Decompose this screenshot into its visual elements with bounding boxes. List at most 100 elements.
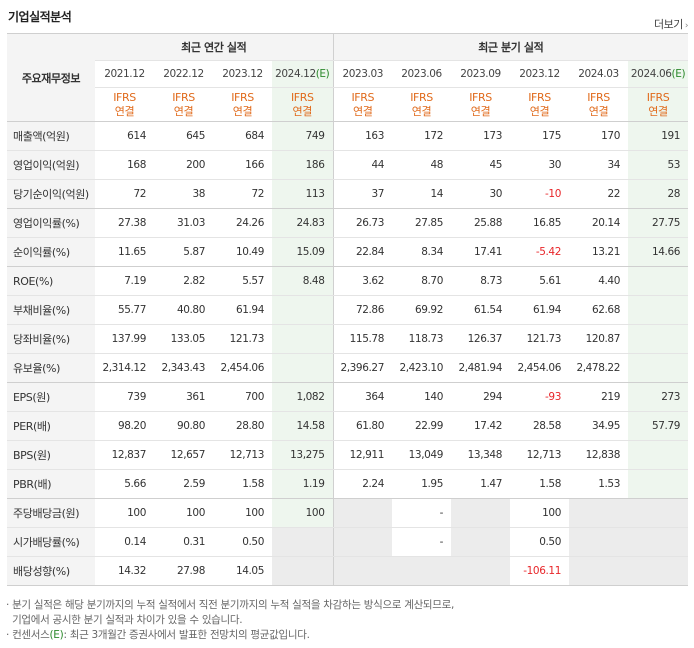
table-cell: 173 [451,121,510,151]
chevron-right-icon: › [684,21,689,31]
table-cell [272,295,333,325]
table-cell: 1.58 [213,469,272,499]
period-label: 2024.12 [275,68,316,80]
table-cell: 22.84 [332,237,392,267]
ifrs-badge: IFRS 연결 [272,87,333,122]
table-cell: 24.83 [272,208,333,238]
table-cell: 10.49 [213,237,272,267]
table-cell: 8.70 [392,266,451,296]
period-header: 2022.12 [154,60,213,88]
table-cell: 614 [95,121,154,151]
ifrs-label: IFRS [351,90,375,104]
ifrs-badge: IFRS 연결 [332,87,392,122]
table-cell: 200 [154,150,213,180]
table-cell: 14.66 [628,237,689,267]
table-cell [332,527,392,557]
table-cell: 2,343.43 [154,353,213,383]
period-header: 2023.12 [213,60,272,88]
table-cell: 2.82 [154,266,213,296]
table-cell: 13,049 [392,440,451,470]
row-label: 당좌비율(%) [7,324,95,354]
period-header: 2023.12 [510,60,569,88]
table-cell [569,527,628,557]
table-cell: -5.42 [510,237,569,267]
table-cell: 5.87 [154,237,213,267]
table-cell: 12,713 [510,440,569,470]
table-cell [451,498,510,528]
section-header: 기업실적분석 더보기 › [8,8,689,32]
table-cell [628,469,689,499]
row-label: 시가배당률(%) [7,527,95,557]
table-cell: 45 [451,150,510,180]
table-cell: 31.03 [154,208,213,238]
table-cell: 5.66 [95,469,154,499]
table-row: ROE(%) 7.19 2.82 5.57 8.48 3.62 8.70 8.73 5.61 4.… [7,266,689,296]
table-cell: 100 [272,498,333,528]
row-label: ROE(%) [7,266,95,296]
table-row: PER(배) 98.20 90.80 28.80 14.58 61.80 22.99 17.4… [7,411,689,441]
table-cell: 30 [451,179,510,209]
table-cell: 28.58 [510,411,569,441]
table-cell: 7.19 [95,266,154,296]
table-cell: 8.48 [272,266,333,296]
table-cell [272,556,333,586]
table-cell: 2,478.22 [569,353,628,383]
consolidated-label: 연결 [648,104,668,118]
table-cell: 2,423.10 [392,353,451,383]
table-cell: 0.31 [154,527,213,557]
table-cell: 1.95 [392,469,451,499]
table-cell: 739 [95,382,154,412]
table-cell: 62.68 [569,295,628,325]
table-cell: 100 [154,498,213,528]
table-cell: 645 [154,121,213,151]
ifrs-label: IFRS [646,90,670,104]
period-header: 2023.09 [451,60,510,88]
table-cell: 12,713 [213,440,272,470]
section-title: 기업실적분석 [8,10,72,24]
table-cell: 137.99 [95,324,154,354]
table-cell [451,527,510,557]
table-row: 주당배당금(원) 100 100 100 100-100 [7,498,689,528]
table-cell: 361 [154,382,213,412]
table-cell: 61.94 [510,295,569,325]
table-row: 배당성향(%) 14.32 27.98 14.05 -106.11 [7,556,689,586]
consolidated-label: 연결 [470,104,491,118]
footnote-2: · 컨센서스(E): 최근 3개월간 증권사에서 발표한 전망치의 평균값입니다… [6,628,454,643]
table-cell: 11.65 [95,237,154,267]
ifrs-badge: IFRS 연결 [569,87,628,122]
table-cell: 120.87 [569,324,628,354]
table-cell: 12,657 [154,440,213,470]
row-label: 주당배당금(원) [7,498,95,528]
table-cell [628,527,689,557]
row-label: 매출액(억원) [7,121,95,151]
consolidated-label: 연결 [411,104,432,118]
table-cell: 8.34 [392,237,451,267]
table-cell: 219 [569,382,628,412]
table-cell [628,295,689,325]
table-cell: 100 [95,498,154,528]
table-cell: 22 [569,179,628,209]
table-cell: 20.14 [569,208,628,238]
estimate-mark: (E) [315,68,330,80]
table-cell: 61.80 [332,411,392,441]
consolidated-label: 연결 [114,104,135,118]
more-link[interactable]: 더보기 › [654,16,689,32]
period-header: 2023.06 [392,60,451,88]
table-cell: 294 [451,382,510,412]
ifrs-label: IFRS [113,90,136,104]
period-label: 2023.12 [222,68,263,80]
table-cell [332,498,392,528]
table-cell: -10 [510,179,569,209]
period-label: 2021.12 [104,68,145,80]
table-cell: 14.32 [95,556,154,586]
period-header: 2024.06(E) [628,60,689,88]
table-cell: 684 [213,121,272,151]
table-cell [332,556,392,586]
consolidated-label: 연결 [529,104,550,118]
table-cell: 1,082 [272,382,333,412]
consensus-mark: (E) [49,629,64,641]
period-label: 2024.03 [578,68,619,80]
ifrs-label: IFRS [172,90,195,104]
table-cell: 25.88 [451,208,510,238]
ifrs-badge: IFRS 연결 [392,87,451,122]
